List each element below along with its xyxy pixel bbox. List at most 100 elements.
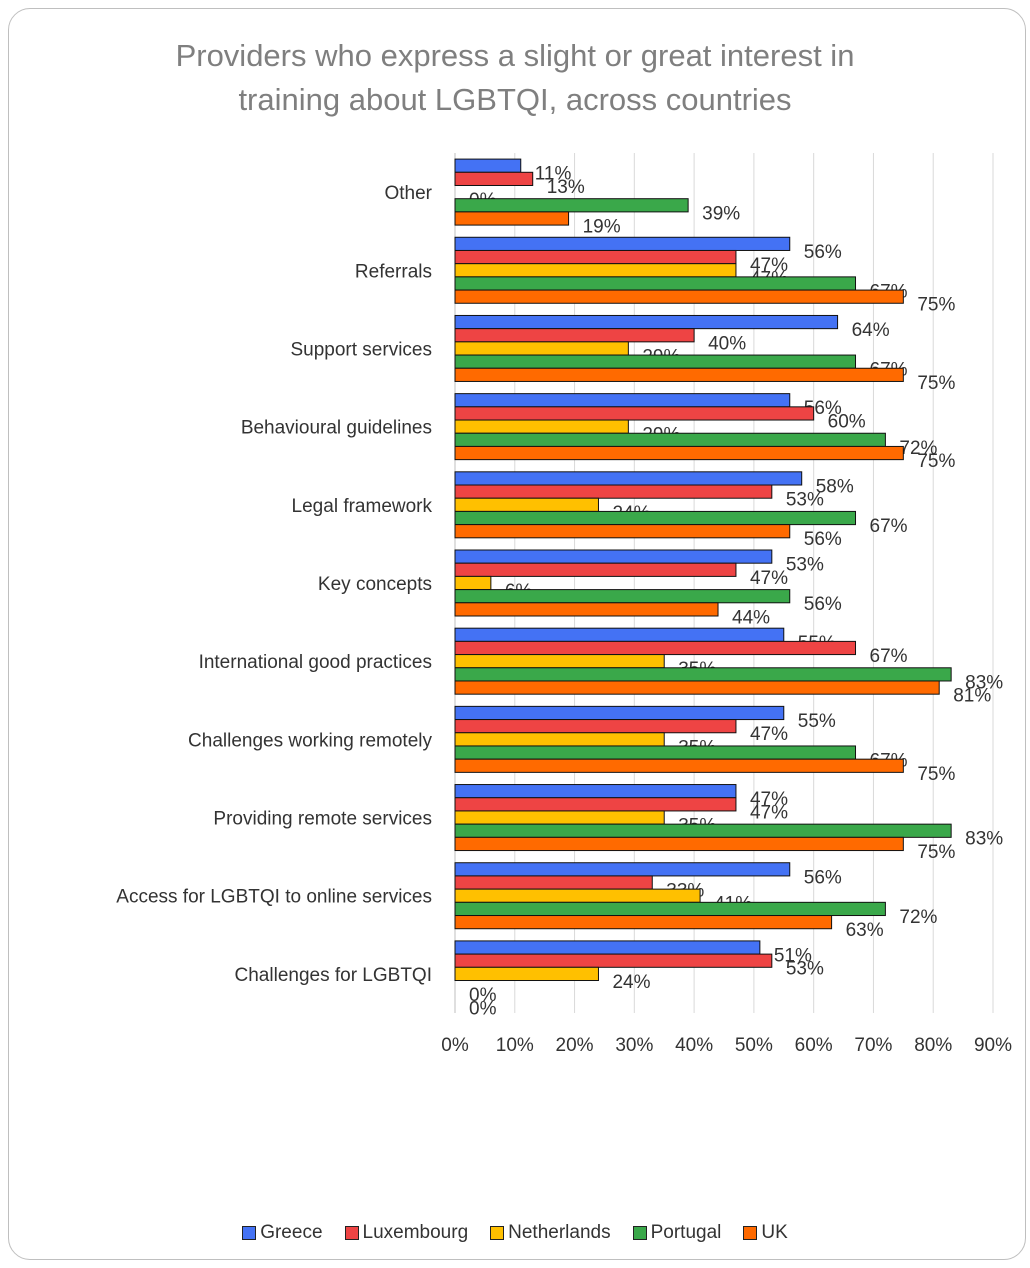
bar (454, 524, 791, 539)
legend-label: Luxembourg (362, 1222, 469, 1243)
category-label: Other (384, 183, 432, 204)
legend-item: Portugal (632, 1222, 722, 1244)
bar (454, 328, 695, 343)
bar (454, 171, 534, 186)
category-label: Challenges working remotely (188, 730, 432, 751)
data-label: 67% (870, 516, 908, 537)
bar (454, 393, 791, 408)
legend-label: Portugal (650, 1222, 722, 1243)
legend-swatch (344, 1226, 359, 1240)
category-label: Support services (290, 339, 432, 360)
bar (454, 745, 857, 760)
bar (454, 562, 737, 577)
bar (454, 705, 785, 721)
data-label: 51% (774, 946, 812, 967)
category-label: Challenges for LGBTQI (235, 965, 432, 986)
data-label: 60% (828, 411, 866, 432)
data-label: 47% (750, 568, 788, 589)
legend-label: Greece (260, 1222, 323, 1243)
bar (454, 732, 665, 747)
bar (454, 667, 952, 682)
bar (454, 654, 665, 669)
bar (454, 367, 904, 382)
category-label: Behavioural guidelines (241, 418, 432, 439)
x-tick-label: 40% (675, 1035, 713, 1056)
bar (454, 810, 665, 825)
category-label: Referrals (355, 261, 432, 282)
bar (454, 432, 886, 447)
legend-item: Netherlands (490, 1222, 611, 1244)
bar (454, 510, 857, 526)
bar (454, 640, 857, 656)
x-tick-label: 50% (735, 1035, 773, 1056)
bar (454, 471, 803, 486)
bar (454, 211, 570, 226)
x-tick-label: 30% (615, 1035, 653, 1056)
chart-title-line-1: Providers who express a slight or great … (175, 38, 855, 73)
data-label: 53% (786, 959, 824, 980)
bar (454, 627, 785, 642)
bar (454, 680, 940, 695)
data-label: 24% (612, 972, 650, 993)
legend-swatch (242, 1226, 257, 1240)
bar (454, 862, 791, 877)
bar (454, 940, 761, 955)
bar (454, 823, 952, 838)
category-label: Providing remote services (213, 809, 432, 830)
data-label: 56% (804, 242, 842, 263)
data-label: 53% (786, 555, 824, 576)
data-label: 11% (535, 164, 572, 185)
bar (454, 263, 737, 278)
x-tick-label: 0% (441, 1035, 469, 1056)
bar (454, 966, 599, 982)
legend-swatch (743, 1226, 758, 1240)
data-label: 75% (917, 451, 955, 472)
bar (454, 836, 904, 852)
data-label: 13% (547, 177, 585, 198)
data-label: 47% (750, 724, 788, 745)
data-label: 47% (750, 789, 788, 810)
data-label: 75% (917, 842, 955, 863)
data-label: 19% (583, 216, 621, 237)
legend-item: Luxembourg (344, 1222, 469, 1244)
legend-item: Greece (242, 1222, 323, 1244)
bar (454, 341, 629, 356)
data-label: 72% (899, 438, 937, 459)
bar (454, 953, 773, 968)
bar (454, 236, 791, 251)
data-label: 75% (917, 295, 955, 316)
x-tick-label: 20% (556, 1035, 594, 1056)
data-label: 75% (917, 373, 955, 394)
bar (454, 484, 773, 499)
bar (454, 875, 653, 890)
data-label: 56% (804, 594, 842, 615)
data-label: 56% (804, 529, 842, 550)
data-label: 72% (899, 907, 937, 928)
bar (454, 419, 629, 434)
chart-title: Providers who express a slight or great … (0, 34, 1030, 122)
x-tick-label: 70% (854, 1035, 892, 1056)
x-tick-label: 90% (974, 1035, 1012, 1056)
x-tick-label: 10% (496, 1035, 534, 1056)
data-label: 83% (965, 672, 1003, 693)
bar (454, 198, 689, 213)
x-tick-label: 80% (914, 1035, 952, 1056)
data-label: 56% (804, 867, 842, 888)
data-label: 39% (702, 203, 740, 224)
data-label: 83% (965, 829, 1003, 850)
data-label: 58% (816, 476, 854, 497)
data-label: 47% (750, 802, 788, 823)
data-label: 0% (469, 985, 497, 1006)
legend-item: UK (743, 1222, 788, 1244)
data-label: 44% (732, 607, 770, 628)
bar (454, 549, 773, 564)
data-label: 47% (750, 255, 788, 276)
data-label: 67% (870, 646, 908, 667)
bar (454, 589, 791, 604)
data-label: 64% (852, 320, 890, 341)
bar (454, 575, 492, 591)
bar (454, 406, 815, 421)
legend-label: Netherlands (508, 1222, 611, 1243)
data-label: 40% (708, 333, 746, 354)
bar (454, 901, 886, 917)
